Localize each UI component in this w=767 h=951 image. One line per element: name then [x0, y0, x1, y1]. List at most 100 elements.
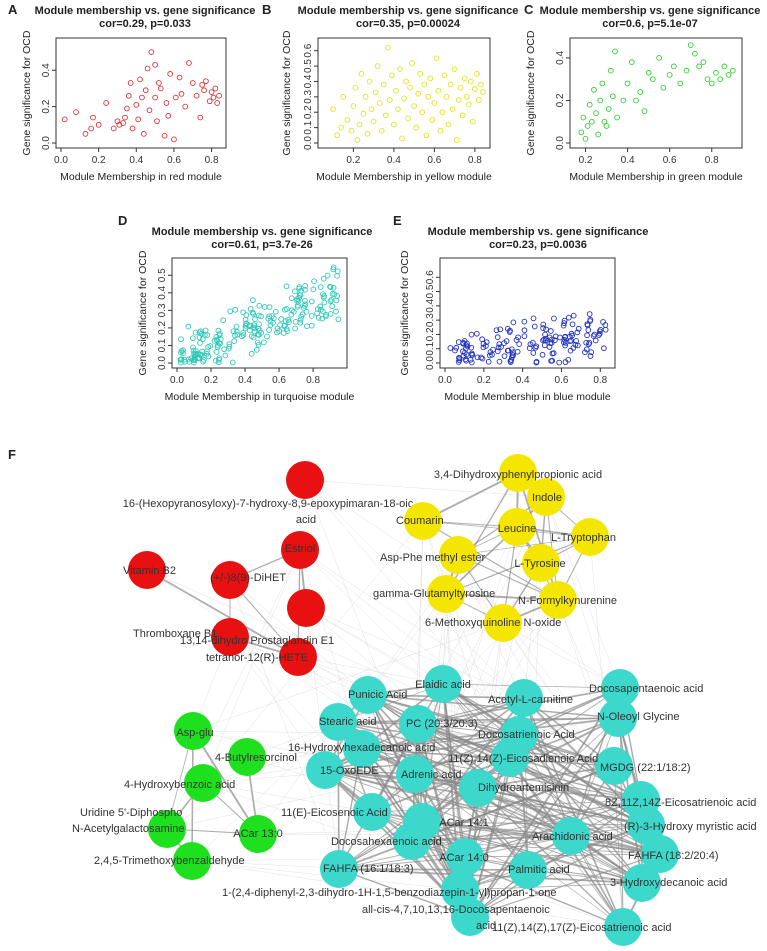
- data-point: [530, 350, 537, 356]
- node-label: Docosahexaenoic acid: [331, 836, 442, 848]
- data-point: [501, 353, 508, 359]
- data-point: [603, 123, 610, 129]
- scatter-panel-e: E Module membership vs. gene significance…: [393, 213, 648, 403]
- data-point: [217, 330, 223, 337]
- data-point: [548, 340, 555, 346]
- data-point: [214, 100, 221, 106]
- data-point: [198, 331, 205, 337]
- data-point: [531, 323, 538, 330]
- network-edge: [527, 824, 647, 871]
- node-label: ACar 13:0: [233, 828, 283, 840]
- node-yellow: [439, 536, 477, 574]
- data-point: [302, 297, 308, 304]
- data-point: [292, 325, 298, 332]
- data-point: [176, 74, 183, 81]
- data-point: [297, 319, 304, 326]
- node-green: [174, 712, 212, 750]
- y-tick-label: 0.0: [157, 356, 168, 370]
- node-yellow: [498, 508, 536, 546]
- data-point: [354, 137, 361, 143]
- data-point: [588, 118, 595, 125]
- data-point: [582, 135, 589, 142]
- data-point: [463, 351, 470, 358]
- data-point: [580, 114, 587, 121]
- data-point: [127, 80, 134, 86]
- node-label: Docosapentaenoic acid: [589, 683, 703, 695]
- node-turquoise: [306, 751, 344, 789]
- data-point: [628, 59, 635, 65]
- data-point: [494, 334, 501, 340]
- data-point: [230, 328, 237, 335]
- plot-subtitle: cor=0.35, p=0.00024: [356, 18, 461, 30]
- y-axis-label: Gene significance for OCD: [399, 250, 411, 375]
- network-edge: [304, 479, 647, 826]
- node-turquoise: [393, 822, 431, 860]
- data-point: [208, 89, 215, 95]
- data-point: [560, 322, 567, 329]
- module-turquoise: Elaidic acid Punicic Acid Acetyl-L-carniti…: [222, 665, 757, 946]
- data-point: [358, 70, 365, 77]
- data-point: [250, 311, 257, 317]
- data-point: [256, 302, 263, 309]
- node-red: [128, 551, 166, 589]
- data-point: [298, 313, 305, 320]
- network-edge: [257, 721, 339, 835]
- plot-title: Module membership vs. gene significance: [428, 226, 649, 238]
- node-green: [239, 815, 277, 853]
- data-point: [206, 98, 213, 105]
- data-point: [320, 291, 326, 297]
- data-point: [470, 118, 476, 125]
- data-point: [266, 304, 273, 310]
- data-point: [366, 78, 373, 85]
- data-point: [256, 327, 263, 334]
- data-point: [165, 112, 172, 119]
- y-tick-label: 0.6: [425, 270, 436, 284]
- data-point: [139, 94, 145, 101]
- data-point: [327, 311, 334, 317]
- data-point: [696, 63, 702, 70]
- data-point: [372, 89, 379, 96]
- data-point: [568, 330, 575, 337]
- y-axis-label: Gene significance for OCD: [281, 30, 293, 155]
- node-yellow: [522, 544, 560, 582]
- data-point: [612, 48, 618, 55]
- x-tick-label: 0.0: [438, 375, 452, 386]
- data-point: [274, 329, 280, 336]
- y-tick-label: 0.4: [425, 298, 436, 312]
- data-point: [389, 72, 395, 79]
- data-point: [513, 337, 520, 343]
- node-label: Estriol: [285, 543, 316, 555]
- node-turquoise: [623, 864, 661, 902]
- data-point: [597, 327, 604, 333]
- data-point: [215, 359, 222, 366]
- y-tick-label: 0.2: [157, 321, 168, 335]
- node-label: 3,4-Dihydroxyphenylpropionic acid: [434, 469, 602, 481]
- network-edge: [202, 549, 301, 784]
- data-point: [189, 335, 196, 342]
- data-point: [561, 336, 568, 343]
- data-point: [186, 60, 192, 66]
- data-point: [649, 76, 656, 83]
- network-edge: [464, 622, 504, 858]
- y-tick-label: 0.4: [303, 74, 314, 88]
- node-turquoise: [353, 793, 391, 831]
- y-tick-label: 0.6: [303, 43, 314, 57]
- x-tick-label: 0.6: [167, 155, 181, 166]
- data-point: [193, 348, 199, 354]
- y-tick-label: 0.2: [41, 99, 52, 113]
- data-point: [370, 118, 377, 125]
- data-point: [303, 308, 310, 315]
- network-edge: [464, 853, 661, 858]
- network-edge: [509, 757, 647, 826]
- x-tick-label: 0.6: [663, 155, 677, 166]
- data-point: [335, 316, 342, 323]
- network-edge: [146, 569, 369, 696]
- data-point: [447, 81, 454, 88]
- data-point: [327, 284, 334, 291]
- data-point: [308, 313, 315, 319]
- data-point: [152, 61, 158, 68]
- data-point: [433, 55, 440, 62]
- network-edge: [338, 799, 642, 870]
- data-point: [527, 341, 534, 348]
- x-tick-label: 0.4: [129, 155, 143, 166]
